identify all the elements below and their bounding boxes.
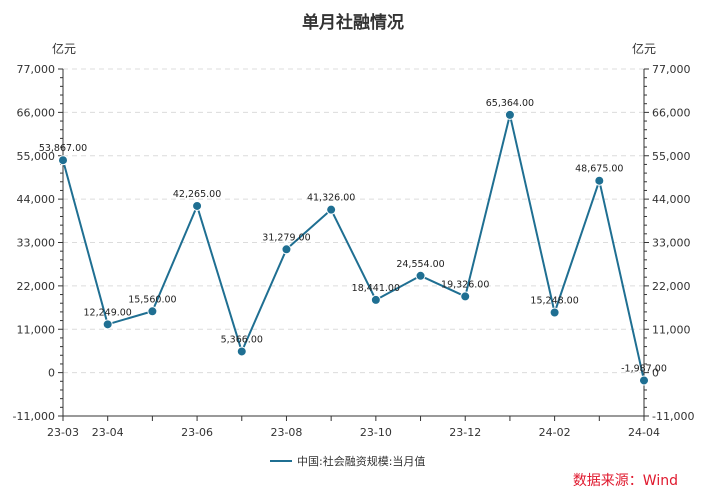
source-note: 数据来源：Wind [573,473,678,489]
right-y-tick-label: 22,000 [652,280,691,293]
data-label: 24,554.00 [396,259,444,270]
legend-label: 中国:社会融资规模:当月值 [297,454,425,468]
right-y-tick-label: 33,000 [652,237,691,250]
data-point [147,306,158,317]
data-point [460,291,471,302]
chart-title: 单月社融情况 [302,12,404,33]
data-label: 41,326.00 [307,193,355,204]
left-y-tick-label: -11,000 [13,410,55,423]
left-y-tick-label: 66,000 [17,106,56,119]
data-label: 5,366.00 [221,334,263,345]
x-tick-label: 24-02 [539,426,571,439]
legend[interactable]: 中国:社会融资规模:当月值 [270,454,425,468]
x-tick-label: 23-04 [92,426,124,439]
left-y-tick-label: 44,000 [17,193,56,206]
data-point [415,270,426,281]
right-y-tick-label: 66,000 [652,106,691,119]
data-label: 19,326.00 [441,279,489,290]
x-tick-label: 23-03 [47,426,79,439]
axes: -11,000 -11,000 0 0 11,000 11,000 22,000 22,000… [13,63,695,439]
right-y-tick-label: 11,000 [652,323,691,336]
grid-lines [63,68,644,417]
data-label: 18,441.00 [352,283,400,294]
data-point [192,200,203,211]
data-label: -1,987.00 [621,363,667,374]
right-y-tick-label: 0 [652,367,659,380]
data-point [370,294,381,305]
right-y-tick-label: 55,000 [652,150,691,163]
data-label: 65,364.00 [486,98,534,109]
data-point [594,175,605,186]
data-point [236,346,247,357]
data-point [326,204,337,215]
right-y-tick-label: 44,000 [652,193,691,206]
left-y-tick-label: 33,000 [17,237,56,250]
x-tick-label: 23-06 [181,426,213,439]
data-label: 42,265.00 [173,189,221,200]
left-y-tick-label: 55,000 [17,150,56,163]
data-point [102,319,113,330]
data-point [639,375,649,386]
data-label: 53,867.00 [39,143,87,154]
series-layer [58,109,649,386]
right-axis-unit: 亿元 [632,41,656,56]
data-point [281,244,292,255]
x-tick-label: 23-08 [270,426,302,439]
data-point [504,109,515,120]
data-label: 31,279.00 [262,232,310,243]
data-label: 15,560.00 [128,294,176,305]
right-y-tick-label: -11,000 [652,410,694,423]
left-axis-unit: 亿元 [52,41,76,56]
data-point [58,155,68,166]
left-y-tick-label: 11,000 [17,323,56,336]
data-label: 12,249.00 [84,307,132,318]
x-tick-label: 23-12 [449,426,481,439]
left-y-tick-label: 77,000 [17,63,56,76]
right-y-tick-label: 77,000 [652,63,691,76]
x-tick-label: 24-04 [628,426,660,439]
data-label: 15,248.00 [530,295,578,306]
data-point [549,307,560,318]
series-line [62,113,645,381]
data-label: 48,675.00 [575,164,623,175]
x-tick-label: 23-10 [360,426,392,439]
left-y-tick-label: 22,000 [17,280,56,293]
data-labels: 53,867.00 12,249.00 15,560.00 42,265.00 5,36… [39,98,667,375]
left-y-tick-label: 0 [48,367,55,380]
